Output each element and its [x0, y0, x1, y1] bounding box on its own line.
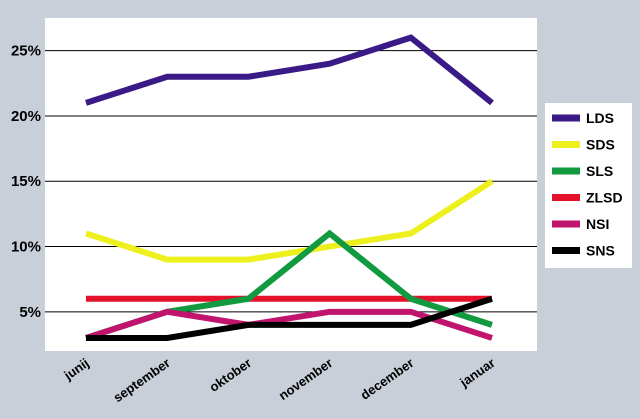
legend-box [545, 103, 632, 268]
y-tick-label: 25% [11, 43, 41, 60]
x-tick-label: oktober [206, 355, 254, 395]
legend-swatch-zlsd [552, 194, 580, 201]
x-axis-ticks: junij september oktober november december jan… [60, 355, 497, 405]
series-line-nsi [85, 308, 493, 341]
legend-swatch-sls [552, 167, 580, 175]
x-tick-label: september [110, 355, 172, 405]
legend-swatch-sns [552, 247, 580, 254]
legend-label-sls: SLS [586, 163, 613, 179]
y-tick-label: 20% [11, 108, 41, 125]
legend-label-nsi: NSI [586, 216, 609, 232]
legend-label-zlsd: ZLSD [586, 190, 623, 206]
series-line-lds [85, 34, 494, 106]
legend-label-sns: SNS [586, 243, 615, 259]
legend-swatch-nsi [552, 220, 580, 228]
legend-swatch-sds [552, 141, 580, 148]
x-tick-label: januar [456, 355, 497, 390]
series-line-sds [85, 178, 494, 263]
y-tick-label: 10% [11, 239, 41, 256]
legend-swatch-lds [552, 114, 580, 122]
y-tick-label: 15% [11, 173, 41, 190]
y-tick-label: 5% [19, 304, 41, 321]
legend-label-sds: SDS [586, 137, 615, 153]
legend-label-lds: LDS [586, 110, 614, 126]
series-line-sns [86, 295, 493, 341]
series-lines [85, 34, 494, 341]
x-tick-label: junij [60, 355, 91, 383]
y-axis-ticks: 5% 10% 15% 20% 25% [11, 43, 41, 321]
x-tick-label: november [276, 355, 336, 403]
x-tick-label: december [358, 355, 417, 403]
legend: LDS SDS SLS ZLSD NSI SNS [545, 103, 632, 268]
